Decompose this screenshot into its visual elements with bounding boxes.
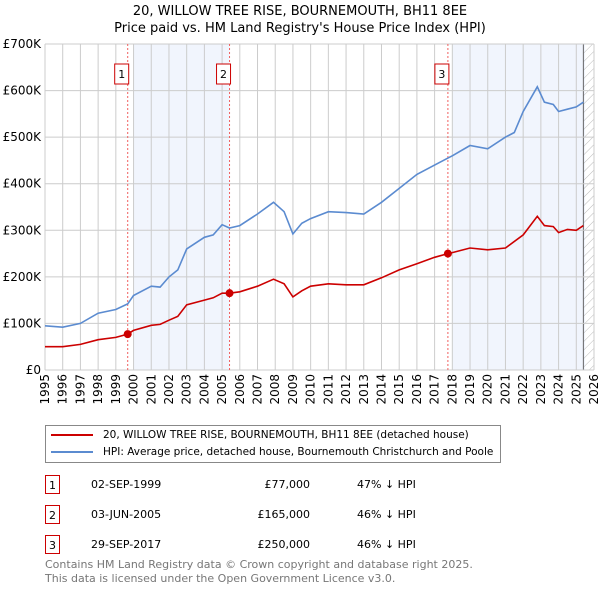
x-tick-label: 2025 — [569, 374, 583, 405]
series-line — [45, 214, 584, 348]
sale-label: 2 — [220, 68, 227, 81]
forecast-hatch — [583, 44, 594, 370]
legend-item-hpi: HPI: Average price, detached house, Bour… — [51, 444, 493, 460]
marker-badge: 1 — [45, 475, 60, 494]
legend-swatch-blue — [51, 451, 93, 453]
sale-label-box — [114, 63, 130, 85]
legend-label-property: 20, WILLOW TREE RISE, BOURNEMOUTH, BH11 … — [103, 429, 469, 441]
y-tick-label: £700K — [3, 37, 43, 51]
x-tick-label: 2015 — [392, 374, 406, 405]
x-tick-label: 2001 — [144, 374, 158, 405]
x-tick-label: 2021 — [498, 374, 512, 405]
sale-point — [123, 330, 132, 339]
x-tick-label: 1996 — [56, 374, 70, 405]
sale-price: £250,000 — [257, 538, 311, 551]
x-tick-label: 2026 — [587, 374, 600, 405]
x-tick-label: 2010 — [304, 374, 318, 405]
legend: 20, WILLOW TREE RISE, BOURNEMOUTH, BH11 … — [45, 425, 501, 463]
table-row: 1 02-SEP-1999 £77,000 47% ↓ HPI — [45, 475, 545, 495]
y-tick-label: £500K — [3, 130, 43, 144]
x-tick-label: 2009 — [286, 374, 300, 405]
chart-title: 20, WILLOW TREE RISE, BOURNEMOUTH, BH11 … — [132, 4, 468, 19]
x-tick-label: 2020 — [481, 374, 495, 405]
marker-badge: 2 — [45, 505, 60, 524]
x-tick-label: 2007 — [251, 374, 265, 405]
hpi-diff: 46% ↓ HPI — [357, 538, 416, 551]
marker-badge: 3 — [45, 535, 60, 554]
x-tick-label: 2017 — [428, 374, 442, 405]
sale-label-box — [434, 63, 450, 85]
x-tick-label: 2018 — [445, 374, 459, 405]
x-tick-label: 2005 — [215, 374, 229, 405]
x-tick-label: 1995 — [38, 374, 52, 405]
chart-subtitle: Price paid vs. HM Land Registry's House … — [114, 21, 486, 36]
x-tick-label: 2002 — [162, 374, 176, 405]
x-tick-label: 2024 — [552, 374, 566, 405]
sale-point — [225, 289, 234, 298]
sale-label: 1 — [118, 68, 125, 81]
footer-licence: This data is licensed under the Open Gov… — [45, 572, 396, 585]
table-row: 2 03-JUN-2005 £165,000 46% ↓ HPI — [45, 505, 545, 525]
legend-item-property: 20, WILLOW TREE RISE, BOURNEMOUTH, BH11 … — [51, 427, 469, 443]
y-tick-label: £100K — [3, 316, 43, 330]
sale-point — [443, 249, 452, 258]
sale-date: 03-JUN-2005 — [91, 508, 162, 521]
y-tick-label: £600K — [3, 84, 43, 98]
x-tick-label: 2013 — [357, 374, 371, 405]
x-tick-label: 2023 — [534, 374, 548, 405]
footer-copyright: Contains HM Land Registry data © Crown c… — [45, 558, 473, 571]
sale-date: 29-SEP-2017 — [91, 538, 162, 551]
table-row: 3 29-SEP-2017 £250,000 46% ↓ HPI — [45, 535, 545, 555]
y-tick-label: £400K — [3, 177, 43, 191]
x-tick-label: 2019 — [463, 374, 477, 405]
shaded-period — [133, 44, 230, 370]
x-tick-label: 2003 — [180, 374, 194, 405]
x-tick-label: 2014 — [374, 374, 388, 405]
x-tick-label: 2004 — [197, 374, 211, 405]
legend-label-hpi: HPI: Average price, detached house, Bour… — [103, 446, 494, 458]
y-tick-label: £300K — [3, 223, 43, 237]
x-tick-label: 2006 — [233, 374, 247, 405]
x-tick-label: 2022 — [516, 374, 530, 405]
y-tick-label: £0 — [26, 363, 41, 377]
sale-price: £77,000 — [264, 478, 311, 491]
sale-label-box — [216, 63, 232, 85]
x-tick-label: 2016 — [410, 374, 424, 405]
series-line — [44, 85, 584, 329]
x-tick-label: 2012 — [339, 374, 353, 405]
sale-price: £165,000 — [257, 508, 311, 521]
sale-date: 02-SEP-1999 — [91, 478, 162, 491]
price-chart: 1995 1996 1997 1998 1999 2000 2001 2002 2003 2004… — [3, 37, 600, 405]
x-tick-label: 1998 — [91, 374, 105, 405]
x-tick-label: 1997 — [73, 374, 87, 405]
x-tick-label: 1999 — [109, 374, 123, 405]
x-tick-label: 2000 — [127, 374, 141, 405]
hpi-diff: 47% ↓ HPI — [357, 478, 416, 491]
y-tick-label: £200K — [3, 270, 43, 284]
sale-label: 3 — [438, 68, 445, 81]
legend-swatch-red — [51, 434, 93, 436]
hpi-diff: 46% ↓ HPI — [357, 508, 416, 521]
x-tick-label: 2011 — [321, 374, 335, 405]
x-tick-label: 2008 — [268, 374, 282, 405]
shaded-period — [452, 44, 586, 370]
